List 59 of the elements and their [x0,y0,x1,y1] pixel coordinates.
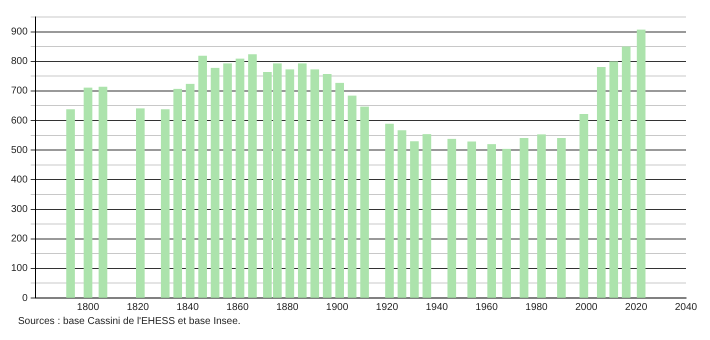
bar [248,54,257,298]
x-tick-label: 1840 [176,302,200,313]
bar [502,148,511,298]
bar [310,69,320,298]
bar [385,124,394,298]
bar [622,46,631,298]
bar [398,130,406,298]
y-tick-label: 200 [10,234,28,245]
x-tick-label: 2000 [575,302,598,313]
y-tick-label: 100 [10,263,28,274]
x-tick-label: 2040 [674,302,698,313]
bar [447,138,456,298]
bar [160,109,170,298]
x-tick-label: 1820 [126,302,150,313]
x-tick-label: 1980 [525,302,548,313]
bar [286,69,294,298]
y-tick-label: 300 [10,204,28,216]
x-tick-label: 1960 [476,302,498,313]
bar [84,88,92,298]
bar [348,96,356,298]
bar [520,138,528,298]
bar [210,68,220,298]
x-tick-label: 1800 [76,302,100,313]
bar [136,108,145,298]
bar [360,106,369,298]
y-tick-label: 600 [10,115,28,126]
y-tick-label: 400 [10,174,28,186]
bar [173,88,182,298]
bar [98,86,108,298]
bar [537,134,546,298]
y-tick-label: 800 [10,56,28,68]
bar [223,63,232,298]
bar [467,141,476,298]
bar [66,109,75,298]
bar [487,144,496,298]
bar [186,84,194,298]
x-tick-label: 1940 [426,302,448,313]
y-tick-label: 900 [10,26,28,38]
bar [557,138,566,298]
x-tick-label: 1860 [226,302,250,313]
x-tick-label: 2020 [625,302,648,313]
x-tick-label: 1880 [276,302,299,313]
y-tick-label: 500 [10,144,28,156]
bar [335,82,344,298]
bar [410,141,419,298]
source-note: Sources : base Cassini de l'EHESS et base Insee. [18,316,242,327]
bar [236,58,244,298]
bar [636,30,646,298]
x-tick-label: 1900 [326,302,349,313]
bar [298,63,307,298]
bar [609,61,618,298]
bar [422,134,432,298]
x-tick-label: 1920 [376,302,399,313]
bar [198,56,207,298]
bar [580,114,588,298]
bar [596,66,606,298]
y-tick-label: 700 [10,86,28,97]
bar [322,74,332,298]
y-tick-label: 0 [22,292,28,304]
